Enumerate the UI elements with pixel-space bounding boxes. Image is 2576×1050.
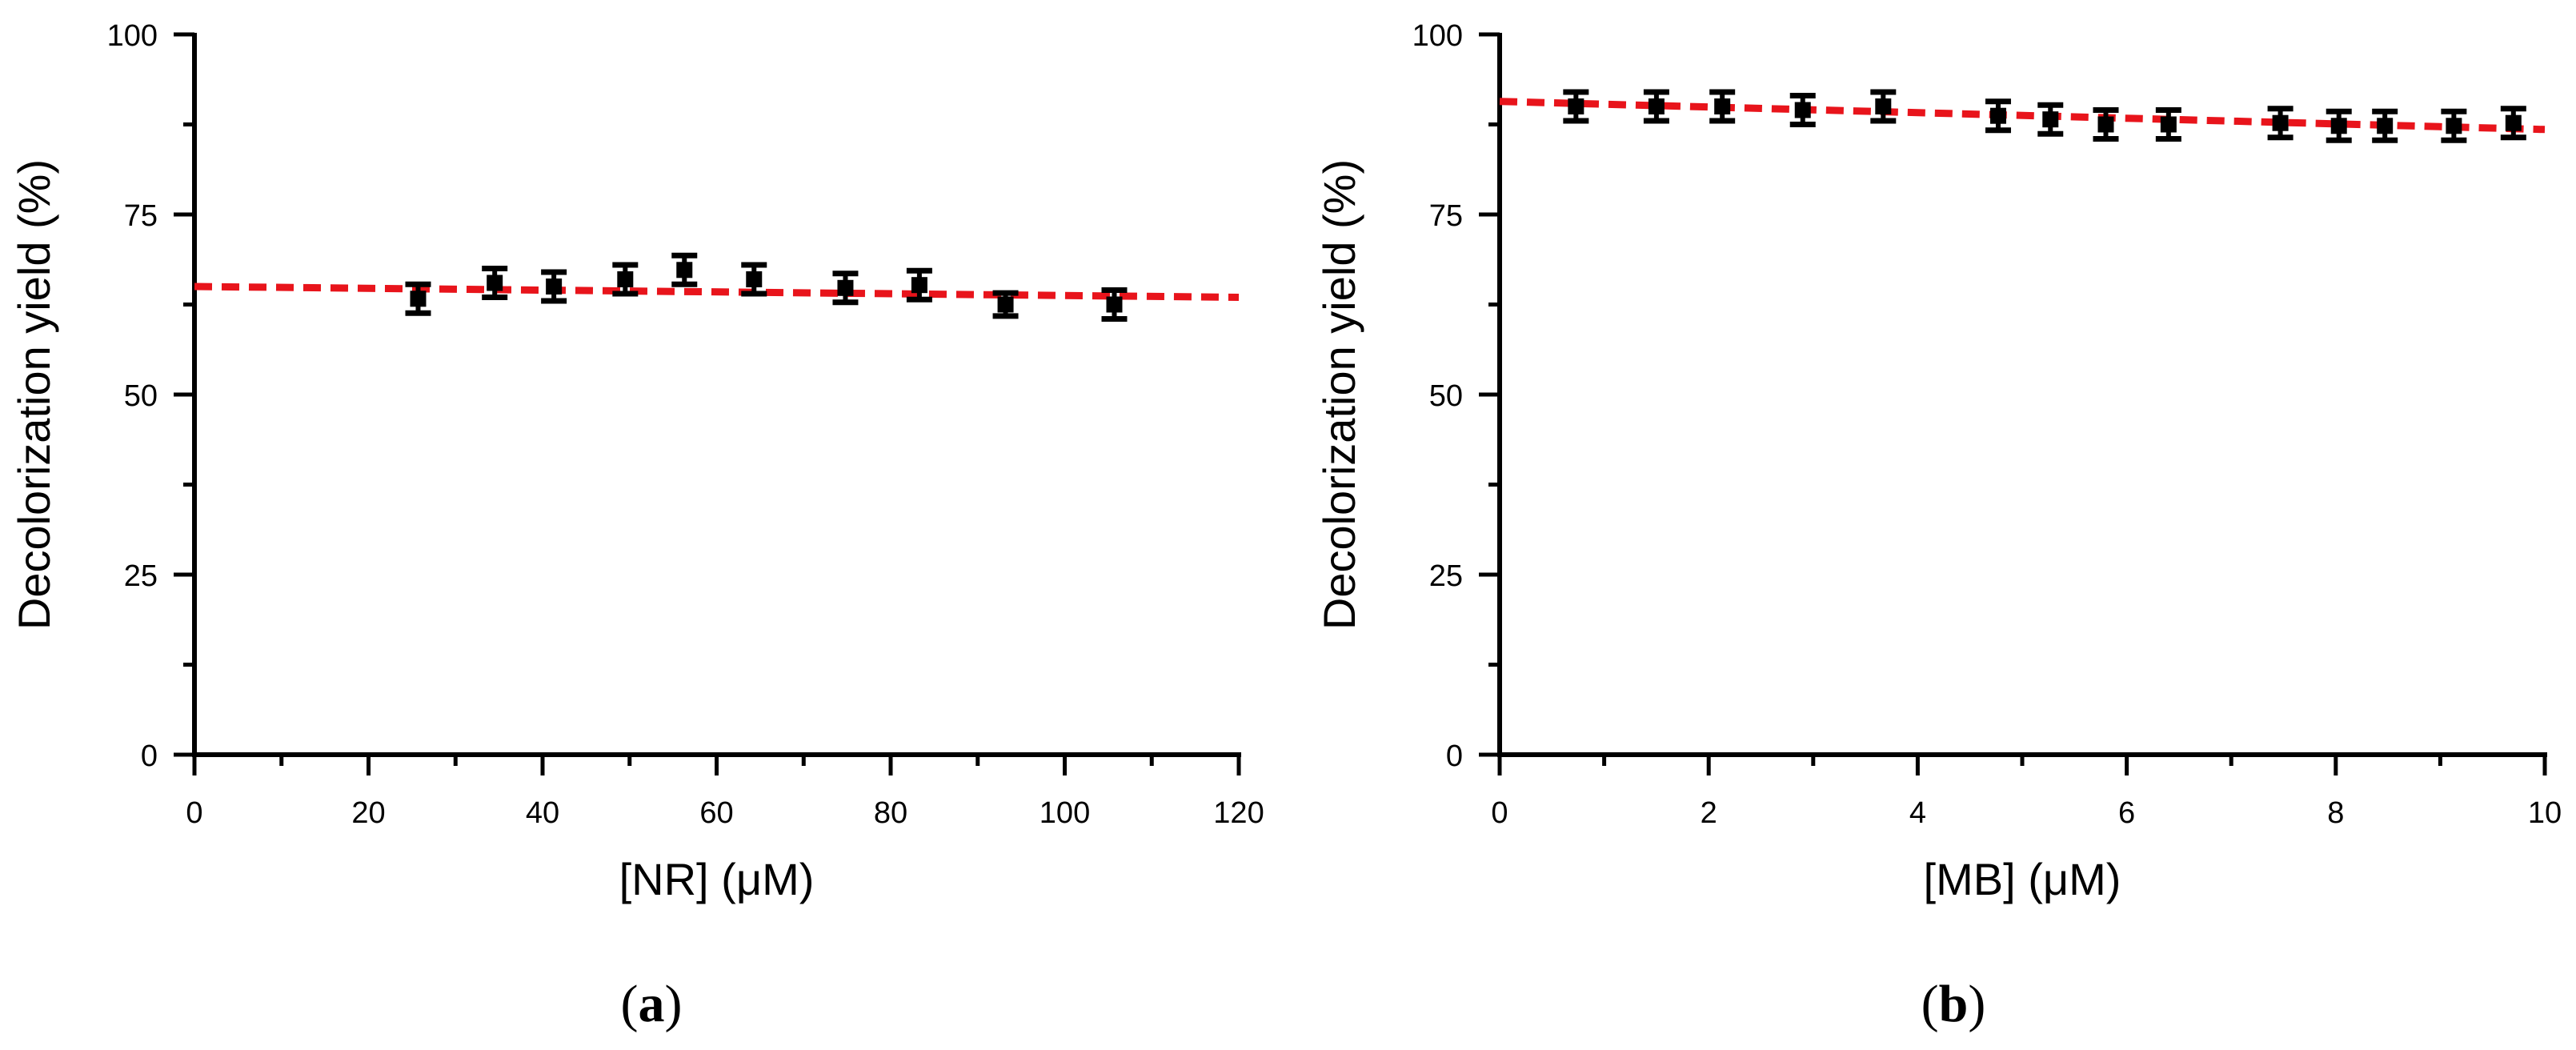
data-point-group [2500,106,2526,141]
data-point [2160,116,2177,133]
data-point [1989,107,2006,124]
data-point [617,271,634,287]
x-tick-label: 120 [1213,796,1264,830]
x-axis-title: [MB] (μM) [1924,854,2121,904]
data-point-group [2326,108,2352,143]
y-tick-label: 75 [124,199,158,233]
data-point-group [1709,89,1736,124]
data-point-group [1789,93,1816,127]
data-point [1106,296,1123,313]
x-tick-label: 4 [1909,796,1926,830]
panel-label-close: ) [1968,975,1985,1033]
y-tick-label: 75 [1429,199,1463,233]
y-axis-title: Decolorization yield (%) [1314,159,1364,630]
data-point [1714,98,1731,114]
x-tick-label: 8 [2327,796,2344,830]
y-tick-label: 0 [141,739,158,773]
data-point-group [1563,89,1589,124]
data-point [676,262,693,279]
x-tick-label: 0 [186,796,202,830]
y-tick-label: 0 [1446,739,1463,773]
x-tick-label: 10 [2528,796,2562,830]
data-point-group [2037,102,2064,137]
x-tick-label: 0 [1491,796,1508,830]
panel-label-letter: a [639,975,665,1033]
x-tick-label: 40 [526,796,559,830]
data-point [1648,98,1665,114]
data-point [2330,118,2347,134]
data-point [2377,118,2394,134]
y-tick-label: 100 [1412,19,1463,53]
data-point-group [1643,89,1669,124]
data-point-group [612,262,639,297]
data-point [546,279,563,295]
data-point [2042,111,2059,128]
y-tick-label: 50 [1429,379,1463,413]
fit-line [1499,98,2546,134]
data-point-group [541,269,567,304]
panel-label-letter: b [1939,975,1969,1033]
data-point-group [741,262,767,297]
x-tick-label: 20 [351,796,385,830]
data-point [837,279,854,296]
panel-label: (b) [1921,975,1986,1033]
x-tick-label: 2 [1701,796,1717,830]
data-point [911,277,927,294]
data-point [746,271,763,287]
data-point-group [1101,287,1128,322]
y-tick-label: 100 [107,19,158,53]
panel-a: 0 20 40 60 80 100 120 0 25 50 75 100 [NR] (μM) Decolo… [9,19,1264,1033]
data-point [1794,102,1811,118]
data-point-group [1870,89,1897,124]
data-point-group [1985,98,2011,134]
panel-label-close: ) [665,975,683,1033]
data-point-group [2441,108,2467,143]
data-point-group [671,252,698,287]
data-point-group [2267,106,2294,141]
data-point [2505,114,2522,131]
x-axis-title: [NR] (μM) [619,854,815,904]
panel-label-open: ( [1921,975,1939,1033]
y-axis-title: Decolorization yield (%) [9,159,59,630]
data-point [410,291,427,307]
y-tick-label: 50 [124,379,158,413]
x-tick-label: 80 [874,796,907,830]
data-point-group [2155,107,2181,142]
data-point [2272,114,2289,131]
data-point-group [405,281,431,316]
data-point-group [482,266,508,300]
x-tick-label: 6 [2118,796,2135,830]
data-point-group [992,290,1019,319]
y-tick-label: 25 [124,559,158,593]
data-point [997,296,1014,313]
data-point-group [2093,107,2119,142]
x-tick-label: 60 [699,796,733,830]
data-point [1875,98,1892,114]
data-point [487,275,503,291]
y-tick-label: 25 [1429,559,1463,593]
data-point-group [906,267,932,303]
data-point-group [832,271,859,306]
fit-line [194,283,1240,301]
data-point [2097,116,2114,133]
x-tick-label: 100 [1040,796,1090,830]
data-point [1568,98,1584,114]
data-point [2446,118,2462,134]
data-point-group [2372,108,2398,143]
panel-label-open: ( [621,975,639,1033]
panel-label: (a) [621,975,683,1033]
